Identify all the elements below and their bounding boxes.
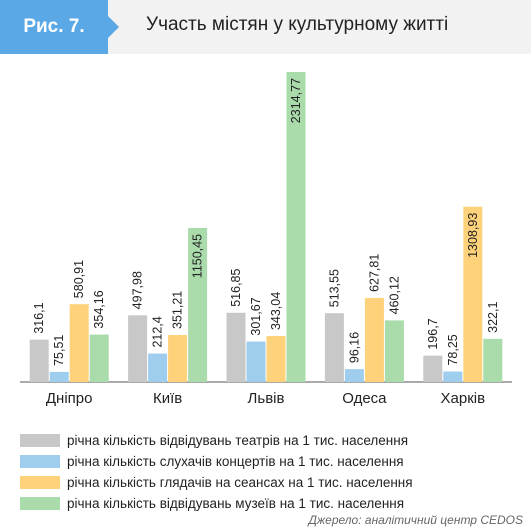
bar-4-3: [483, 338, 503, 382]
data-label: 322,1: [486, 302, 500, 333]
figure-label-notch: [108, 16, 119, 38]
bar-3-0: [324, 313, 344, 382]
bar-1-1: [148, 353, 168, 382]
bar-1-2: [168, 334, 188, 382]
legend-label-cinema: річна кількість глядачів на сеансах на 1…: [67, 475, 413, 490]
data-label: 516,85: [229, 269, 243, 307]
category-label: Харків: [441, 390, 486, 407]
figure-number: Рис. 7.: [0, 0, 108, 54]
data-label: 1308,93: [466, 213, 480, 258]
bar-4-2: [463, 206, 483, 382]
data-label: 301,67: [249, 297, 263, 335]
data-label: 75,51: [52, 335, 66, 366]
bar-0-3: [89, 334, 109, 382]
legend-swatch-museum: [20, 497, 60, 510]
data-label: 627,81: [367, 254, 381, 292]
bar-4-0: [423, 355, 443, 382]
legend-swatch-theatre: [20, 434, 60, 447]
legend-item-theatre: річна кількість відвідувань театрів на 1…: [20, 430, 413, 451]
data-label: 1150,45: [191, 234, 205, 278]
data-label: 2314,77: [289, 78, 303, 123]
data-label: 354,16: [92, 290, 106, 328]
bar-2-1: [246, 341, 266, 382]
chart-title: Участь містян у культурному житті: [146, 14, 449, 35]
data-label: 460,12: [387, 276, 401, 314]
bar-2-3: [286, 72, 306, 382]
category-label: Одеса: [342, 390, 387, 407]
bar-chart: 316,1 75,51 580,91 354,16 Дніпро 497,98 212,4 3…: [20, 72, 512, 407]
bar-3-2: [364, 297, 384, 382]
bar-1-3: [188, 227, 208, 382]
data-label: 343,04: [269, 292, 283, 330]
bar-4-1: [443, 371, 463, 382]
legend-label-concert: річна кількість слухачів концертів на 1 …: [67, 454, 404, 469]
category-label: Львів: [248, 390, 285, 407]
data-label: 96,16: [347, 332, 361, 363]
legend-swatch-cinema: [20, 476, 60, 489]
bar-0-1: [49, 371, 69, 382]
bar-0-0: [29, 339, 49, 382]
data-label: 513,55: [327, 269, 341, 307]
source-note: Джерело: аналітичний центр CEDOS: [308, 513, 523, 527]
bar-1-0: [128, 315, 148, 382]
legend-label-museum: річна кількість відвідувань музеїв на 1 …: [67, 496, 405, 511]
data-label: 580,91: [72, 260, 86, 298]
data-label: 78,25: [446, 334, 460, 365]
legend-label-theatre: річна кількість відвідувань театрів на 1…: [67, 433, 409, 448]
bar-2-2: [266, 336, 286, 382]
data-label: 316,1: [32, 302, 46, 333]
category-label: Дніпро: [46, 390, 93, 407]
legend-swatch-concert: [20, 455, 60, 468]
legend-item-cinema: річна кількість глядачів на сеансах на 1…: [20, 472, 413, 493]
category-label: Київ: [153, 390, 182, 407]
bar-3-1: [344, 369, 364, 382]
bar-0-2: [69, 304, 89, 382]
legend-item-concert: річна кількість слухачів концертів на 1 …: [20, 451, 413, 472]
bar-3-3: [384, 320, 404, 382]
data-label: 196,7: [426, 318, 440, 349]
bar-2-0: [226, 312, 246, 382]
data-label: 351,21: [171, 291, 185, 329]
figure-header: Рис. 7. Участь містян у культурному житт…: [0, 0, 531, 54]
data-label: 212,4: [151, 316, 165, 347]
legend-item-museum: річна кількість відвідувань музеїв на 1 …: [20, 493, 413, 514]
data-label: 497,98: [131, 271, 145, 309]
chart-legend: річна кількість відвідувань театрів на 1…: [20, 430, 413, 514]
